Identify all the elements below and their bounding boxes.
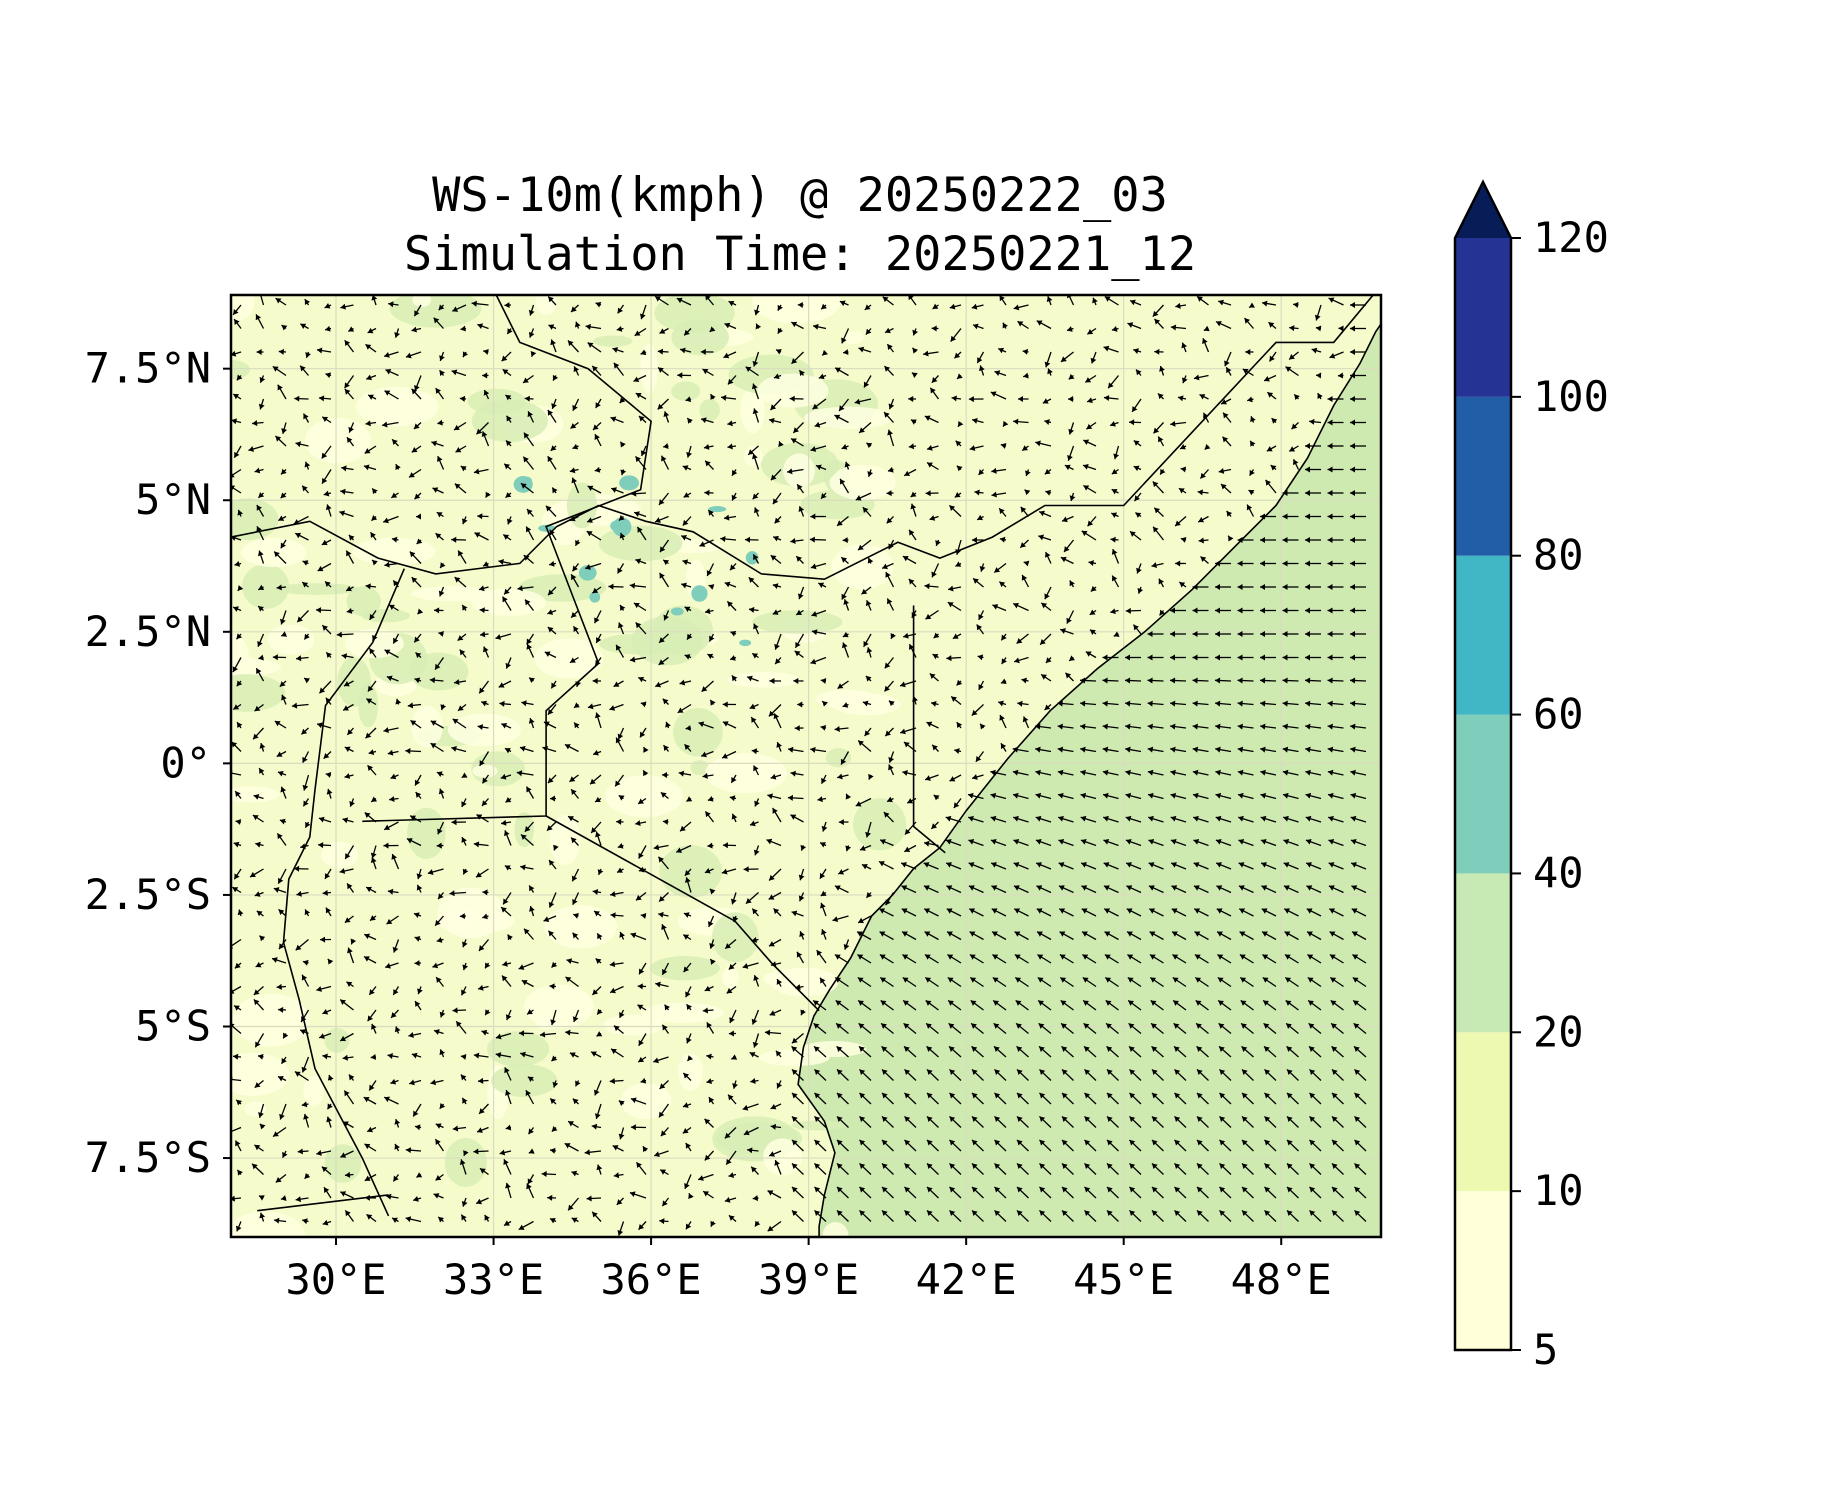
- colorbar-tick-label: 20: [1533, 1007, 1584, 1056]
- wind-speed-fills: [231, 295, 1381, 1237]
- colorbar-swatch: [1455, 238, 1511, 397]
- colorbar-extend-arrow: [1455, 182, 1511, 238]
- longitude-tick-label: 45°E: [1073, 1255, 1174, 1304]
- colorbar-tick-label: 120: [1533, 213, 1609, 262]
- longitude-tick-label: 36°E: [601, 1255, 702, 1304]
- colorbar-swatch: [1455, 714, 1511, 874]
- colorbar-swatch: [1455, 396, 1511, 556]
- colorbar-tick-label: 80: [1533, 531, 1584, 580]
- latitude-tick-label: 5°N: [135, 475, 211, 524]
- colorbar-tick-label: 100: [1533, 372, 1609, 421]
- colorbar-outline: [1453, 179, 1513, 1352]
- map-gridlines: [231, 295, 1381, 1237]
- colorbar-swatch: [1455, 1032, 1511, 1192]
- latitude-tick-label: 2.5°N: [85, 607, 211, 656]
- country-borders: [231, 295, 1381, 1237]
- colorbar-tick-label: 5: [1533, 1325, 1558, 1374]
- colorbar-tick-label: 60: [1533, 690, 1584, 739]
- latitude-tick-label: 2.5°S: [85, 870, 211, 919]
- latitude-tick-label: 0°: [160, 738, 211, 787]
- colorbar-tick-label: 10: [1533, 1166, 1584, 1215]
- colorbar-tick-label: 40: [1533, 848, 1584, 897]
- longitude-tick-label: 48°E: [1231, 1255, 1332, 1304]
- latitude-ticks: 7.5°N 5°N 2.5°N 0° 2.5°S 5°S 7.5°S: [85, 344, 231, 1182]
- ocean-wind-band: [798, 323, 1381, 1237]
- latitude-tick-label: 5°S: [135, 1001, 211, 1050]
- border-line: [545, 815, 820, 1012]
- colorbar-swatch: [1455, 555, 1511, 715]
- latitude-tick-label: 7.5°N: [85, 344, 211, 393]
- map-frame: [229, 293, 1383, 1239]
- border-line: [282, 568, 406, 1217]
- map-title-line-2: Simulation Time: 20250221_12: [403, 227, 1197, 282]
- map-panel: 30°E 33°E 36°E 39°E 42°E 45°E 48°E 7.5°N 5°N 2.5…: [85, 293, 1383, 1304]
- latitude-tick-label: 7.5°S: [85, 1133, 211, 1182]
- border-line: [912, 605, 946, 854]
- longitude-tick-label: 30°E: [285, 1255, 386, 1304]
- colorbar-swatch: [1455, 1191, 1511, 1350]
- border-line: [362, 295, 652, 823]
- longitude-tick-label: 33°E: [443, 1255, 544, 1304]
- wind-vectors: [231, 295, 1367, 1236]
- map-title-line-1: WS-10m(kmph) @ 20250222_03: [432, 168, 1168, 223]
- longitude-ticks: 30°E 33°E 36°E 39°E 42°E 45°E 48°E: [285, 1237, 1332, 1304]
- colorbar-swatch: [1455, 873, 1511, 1033]
- colorbar: 5 10 20 40 60 80 100 120: [1453, 179, 1609, 1374]
- longitude-tick-label: 39°E: [758, 1255, 859, 1304]
- border-line: [231, 295, 1375, 581]
- longitude-tick-label: 42°E: [916, 1255, 1017, 1304]
